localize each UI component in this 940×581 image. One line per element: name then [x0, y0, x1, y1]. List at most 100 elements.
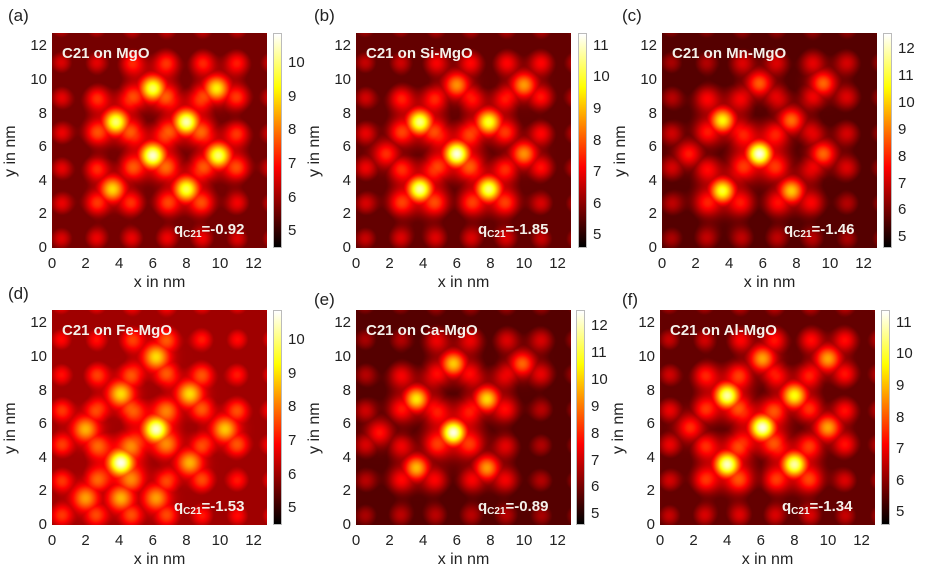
x-axis-label: x in nm: [133, 551, 186, 568]
y-tick-label: 2: [648, 205, 657, 223]
panel-label: (f): [622, 290, 639, 309]
colorbar-tick-label: 11: [593, 36, 609, 54]
colorbar-tick-label: 12: [591, 317, 608, 335]
y-tick-label: 12: [334, 37, 351, 55]
y-tick-label: 10: [638, 348, 655, 366]
y-tick-label: 10: [30, 71, 47, 89]
charge-symbol: q: [782, 498, 792, 515]
colorbar-tick-label: 9: [591, 397, 600, 415]
colorbar-tick-label: 9: [288, 87, 297, 105]
colorbar-tick-label: 7: [591, 451, 600, 469]
panel-title: C21 on MgO: [62, 45, 150, 62]
charge-subscript: C21: [487, 229, 506, 240]
x-tick-label: 8: [182, 532, 191, 549]
x-axis-label: x in nm: [743, 274, 796, 291]
charge-annotation: qC21=-0.89: [478, 498, 548, 517]
x-tick-label: 4: [115, 255, 124, 272]
heatmap-plot: [660, 310, 875, 525]
charge-annotation: qC21=-1.46: [784, 221, 854, 240]
colorbar-tick-label: 10: [593, 68, 610, 86]
x-tick-label: 6: [756, 532, 765, 549]
charge-value: =-1.53: [201, 498, 245, 515]
y-tick-label: 2: [38, 482, 47, 500]
colorbar-tick-label: 10: [591, 370, 608, 388]
y-tick-label: 0: [38, 516, 47, 533]
y-tick-label: 4: [648, 171, 657, 189]
y-tick-label: 8: [342, 104, 351, 122]
colorbar: [578, 33, 587, 248]
y-tick-label: 8: [38, 381, 47, 399]
x-tick-label: 2: [385, 532, 394, 549]
charge-value: =-0.92: [201, 221, 245, 238]
colorbar-tick-label: 7: [896, 440, 905, 458]
panel-label: (c): [622, 6, 642, 25]
colorbar-tick-label: 5: [288, 222, 297, 240]
colorbar-tick-label: 5: [593, 226, 602, 244]
x-axis-label: x in nm: [437, 551, 490, 568]
y-tick-label: 6: [648, 138, 657, 156]
x-tick-label: 8: [486, 532, 495, 549]
colorbar: [576, 310, 585, 525]
charge-symbol: q: [174, 221, 184, 238]
y-tick-label: 12: [334, 314, 351, 332]
y-tick-label: 4: [38, 448, 47, 466]
colorbar-tick-label: 11: [896, 313, 912, 331]
x-tick-label: 6: [148, 255, 157, 272]
x-tick-label: 4: [723, 532, 732, 549]
colorbar-tick-label: 6: [898, 201, 907, 219]
x-tick-label: 0: [351, 255, 361, 272]
charge-symbol: q: [784, 221, 794, 238]
y-tick-label: 6: [38, 415, 47, 433]
colorbar: [273, 33, 282, 248]
colorbar: [273, 310, 282, 525]
x-tick-label: 2: [385, 255, 394, 272]
colorbar-tick-label: 8: [288, 398, 297, 416]
heatmap-plot: [52, 33, 267, 248]
colorbar-tick-label: 7: [288, 432, 297, 450]
x-tick-label: 0: [655, 532, 665, 549]
colorbar-tick-label: 9: [593, 99, 602, 117]
panel-label: (b): [314, 6, 335, 25]
y-tick-label: 4: [646, 448, 655, 466]
y-tick-label: 2: [38, 205, 47, 223]
charge-subscript: C21: [183, 506, 202, 517]
colorbar-tick-label: 7: [593, 163, 602, 181]
y-tick-label: 4: [342, 448, 351, 466]
heatmap-plot: [662, 33, 877, 248]
colorbar-tick-label: 10: [898, 93, 915, 111]
colorbar-tick-label: 8: [591, 424, 600, 442]
x-tick-label: 6: [758, 255, 767, 272]
y-tick-label: 12: [30, 314, 47, 332]
x-tick-label: 2: [689, 532, 698, 549]
y-tick-label: 4: [342, 171, 351, 189]
x-tick-label: 4: [419, 255, 428, 272]
y-tick-label: 2: [342, 482, 351, 500]
x-tick-label: 12: [853, 532, 870, 549]
y-axis-label: y in nm: [2, 124, 19, 177]
y-axis-label: y in nm: [306, 401, 323, 454]
colorbar-tick-label: 8: [288, 121, 297, 139]
panel-title: C21 on Mn-MgO: [672, 45, 787, 62]
y-tick-label: 0: [648, 239, 657, 256]
colorbar-tick-label: 7: [288, 155, 297, 173]
y-tick-label: 0: [646, 516, 655, 533]
x-axis-label: x in nm: [437, 274, 490, 291]
y-tick-label: 8: [648, 104, 657, 122]
colorbar-tick-label: 5: [288, 499, 297, 517]
y-tick-label: 2: [646, 482, 655, 500]
x-tick-label: 6: [148, 532, 157, 549]
x-tick-label: 10: [819, 532, 837, 549]
x-tick-label: 6: [452, 255, 461, 272]
x-tick-label: 0: [657, 255, 667, 272]
x-axis-label: x in nm: [133, 274, 186, 291]
x-tick-label: 10: [515, 532, 533, 549]
charge-annotation: qC21=-1.53: [174, 498, 244, 517]
y-tick-label: 10: [334, 348, 351, 366]
x-tick-label: 8: [792, 255, 801, 272]
y-tick-label: 6: [342, 138, 351, 156]
charge-subscript: C21: [791, 506, 810, 517]
x-tick-label: 10: [211, 532, 229, 549]
y-tick-label: 8: [646, 381, 655, 399]
colorbar-tick-label: 10: [288, 331, 305, 349]
colorbar: [883, 33, 892, 248]
